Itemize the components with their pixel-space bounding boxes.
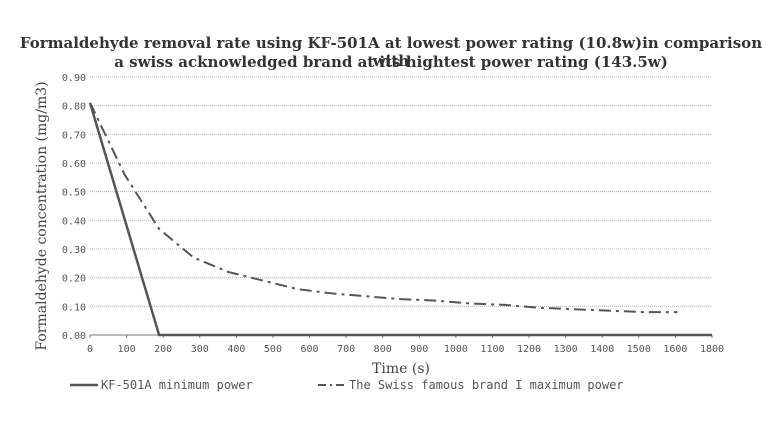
x-tick-label: 1100 [480,344,504,355]
legend-label: KF-501A minimum power [101,378,253,392]
x-axis-label: Time (s) [372,361,430,377]
y-tick-label: 0.20 [62,274,86,285]
y-tick-label: 0.80 [62,102,86,113]
chart-title: Formaldehyde removal rate using KF-501A … [19,34,763,70]
x-tick-label: 1300 [554,344,578,355]
x-tick-label: 600 [300,344,318,355]
y-tick-label: 0.30 [62,245,86,256]
x-tick-label: 100 [118,344,136,355]
y-tick-label: 0.00 [62,331,86,342]
x-tick-label: 1000 [444,344,468,355]
x-tick-label: 0 [87,344,93,355]
x-tick-label: 700 [337,344,355,355]
x-tick-label: 900 [410,344,428,355]
x-tick-label: 1600 [663,344,687,355]
x-tick-label: 200 [154,344,172,355]
y-tick-label: 0.90 [62,73,86,84]
series-line-swiss-brand [89,102,678,314]
x-tick-label: 1400 [590,344,614,355]
legend-label: The Swiss famous brand I maximum power [349,378,624,392]
x-tick-label: 1500 [627,344,651,355]
y-tick-label: 0.40 [62,216,86,227]
x-tick-label: 500 [264,344,282,355]
series-line-kf501a [88,102,712,337]
y-axis-label: Formaldehyde concentration (mg/m3) [34,81,50,350]
x-tick-label: 1800 [700,344,724,355]
y-tick-label: 0.70 [62,130,86,141]
x-tick-label: 800 [374,344,392,355]
y-tick-label: 0.10 [62,302,86,313]
x-tick-label: 1200 [517,344,541,355]
y-tick-label: 0.60 [62,159,86,170]
y-tick-label: 0.50 [62,188,86,199]
x-tick-label: 300 [191,344,209,355]
chart-subtitle: a swiss acknowledged brand at its highte… [114,53,668,71]
x-tick-label: 400 [227,344,245,355]
